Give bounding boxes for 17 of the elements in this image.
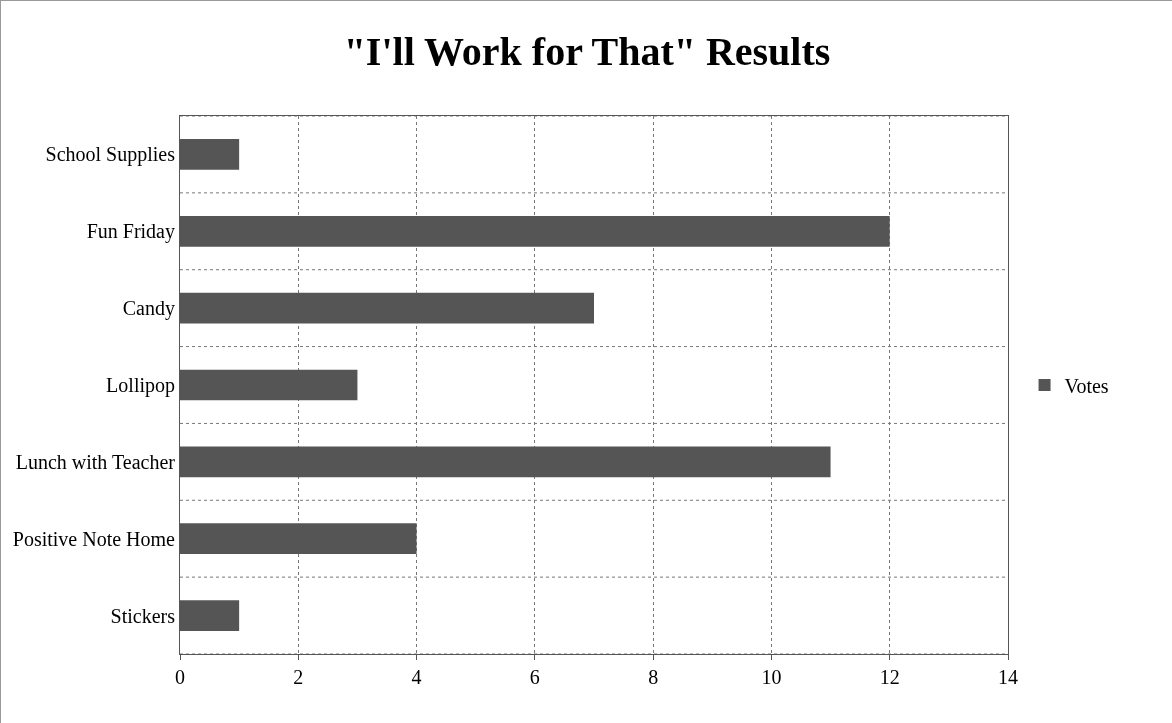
x-tick-label: 8	[648, 666, 659, 688]
y-tick-label: Candy	[122, 297, 175, 321]
y-tick-label: Fun Friday	[86, 220, 175, 244]
y-tick-label: Lollipop	[106, 374, 175, 397]
x-tick-label: 2	[293, 666, 304, 688]
x-tick-label: 12	[879, 666, 900, 688]
y-tick-label: Lunch with Teacher	[15, 450, 176, 473]
x-tick-label: 0	[175, 666, 185, 688]
y-tick-label: Stickers	[110, 604, 176, 627]
y-tick-label: School Supplies	[45, 143, 176, 167]
x-tick-label: 10	[761, 666, 782, 688]
chart-title: "I'll Work for That" Results	[343, 29, 831, 75]
x-tick-label: 6	[529, 666, 540, 688]
legend-label: Votes	[1064, 374, 1109, 397]
x-tick-label: 4	[411, 666, 422, 688]
x-tick-label: 14	[998, 666, 1018, 688]
y-tick-label: Positive Note Home	[12, 527, 176, 550]
